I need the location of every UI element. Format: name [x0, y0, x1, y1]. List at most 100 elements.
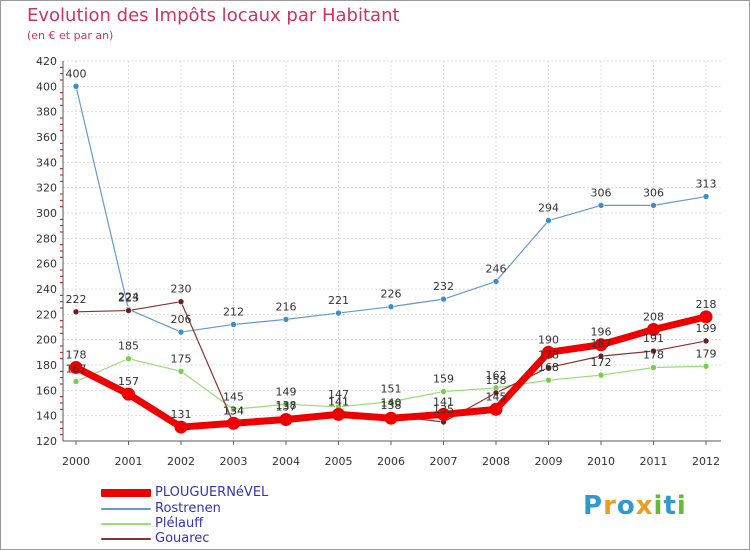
data-label-gouarec: 135: [433, 403, 454, 416]
y-tick-label: 200: [36, 334, 57, 347]
data-point-plelauff: [72, 378, 80, 385]
data-label-plouguernevel: 196: [591, 326, 612, 339]
x-tick-label: 2003: [220, 455, 248, 468]
y-tick-label: 280: [36, 232, 57, 245]
data-label-plelauff: 178: [643, 349, 664, 362]
legend-item-plelauff: Plélauff: [101, 516, 401, 531]
data-point-plouguernevel: [384, 411, 398, 425]
data-label-rostrenen: 212: [223, 305, 244, 318]
y-tick-label: 140: [36, 410, 57, 423]
data-label-plelauff: 147: [328, 388, 349, 401]
data-label-rostrenen: 294: [538, 202, 559, 215]
data-label-plouguernevel: 218: [696, 298, 717, 311]
data-point-plouguernevel: [174, 420, 188, 434]
data-label-gouarec: 187: [591, 337, 612, 350]
logo-letter: i: [676, 491, 687, 521]
data-point-rostrenen: [702, 193, 710, 200]
legend-swatch-plelauff: [101, 523, 151, 525]
data-point-plelauff: [282, 400, 290, 408]
data-point-rostrenen: [230, 321, 237, 328]
series-layer: [69, 83, 713, 434]
y-tick-label: 120: [36, 435, 57, 448]
data-label-rostrenen: 400: [66, 67, 87, 80]
data-label-plouguernevel: 178: [66, 349, 87, 362]
y-tick-label: 380: [36, 106, 57, 119]
x-tick-label: 2007: [430, 455, 458, 468]
data-point-rostrenen: [650, 202, 657, 209]
data-label-rostrenen: 306: [591, 186, 612, 199]
data-label-plouguernevel: 208: [643, 311, 664, 324]
data-label-plouguernevel: 145: [486, 390, 507, 403]
data-label-gouarec: 222: [66, 293, 87, 306]
data-label-plouguernevel: 134: [223, 404, 244, 417]
data-label-plelauff: 162: [486, 369, 507, 382]
legend-swatch-rostrenen: [101, 508, 151, 510]
legend-item-gouarec: Gouarec: [101, 531, 401, 546]
x-tick-label: 2006: [377, 455, 405, 468]
data-point-plelauff: [597, 371, 605, 379]
data-point-gouarec: [492, 389, 500, 397]
data-label-plelauff: 185: [118, 340, 139, 353]
data-label-gouarec: 230: [171, 283, 192, 296]
data-point-gouarec: [597, 352, 605, 360]
x-tick-label: 2011: [640, 455, 668, 468]
data-label-plelauff: 159: [433, 373, 454, 386]
x-tick-label: 2002: [167, 455, 195, 468]
data-point-gouarec: [177, 298, 185, 305]
data-point-rostrenen: [387, 303, 395, 311]
data-label-plelauff: 149: [276, 385, 297, 398]
data-point-rostrenen: [177, 328, 185, 336]
data-label-rostrenen: 224: [118, 290, 139, 303]
data-point-rostrenen: [492, 278, 500, 285]
data-point-gouarec: [125, 307, 132, 314]
y-tick-label: 240: [36, 283, 57, 296]
legend-label-plelauff: Plélauff: [155, 516, 204, 531]
y-tick-label: 180: [36, 359, 57, 372]
data-label-plelauff: 168: [538, 361, 559, 374]
logo-letter: t: [663, 491, 677, 521]
y-tick-label: 320: [36, 182, 57, 195]
y-tick-label: 360: [36, 131, 57, 144]
y-tick-label: 300: [36, 207, 57, 220]
legend-item-plouguernevel: PLOUGUERNéVEL: [101, 485, 401, 500]
data-label-rostrenen: 232: [433, 280, 454, 293]
data-label-gouarec: 158: [486, 374, 507, 387]
data-point-plouguernevel: [332, 407, 345, 421]
data-point-plouguernevel: [279, 412, 293, 426]
data-label-rostrenen: 221: [328, 294, 349, 307]
data-label-plouguernevel: 141: [433, 395, 454, 408]
legend-label-plouguernevel: PLOUGUERNéVEL: [155, 485, 269, 500]
data-label-gouarec: 138: [276, 399, 297, 412]
legend-item-rostrenen: Rostrenen: [101, 501, 401, 516]
logo-letter: r: [603, 491, 617, 521]
data-label-rostrenen: 306: [643, 186, 664, 199]
data-label-plelauff: 145: [223, 390, 244, 403]
data-point-rostrenen: [597, 202, 605, 209]
data-point-plelauff: [230, 406, 237, 413]
data-point-rostrenen: [545, 217, 552, 224]
data-label-plelauff: 179: [696, 347, 717, 360]
data-point-plelauff: [702, 362, 710, 370]
data-point-plouguernevel: [122, 387, 135, 401]
legend-label-rostrenen: Rostrenen: [155, 501, 221, 516]
data-point-plelauff: [177, 368, 185, 375]
y-tick-label: 260: [36, 258, 57, 271]
data-label-gouarec: 140: [381, 397, 402, 410]
data-point-plouguernevel: [542, 345, 555, 359]
data-label-gouarec: 191: [643, 332, 664, 345]
data-point-gouarec: [702, 337, 710, 345]
chart-subtitle: (en € et par an): [27, 29, 114, 42]
data-label-gouarec: 223: [118, 292, 139, 305]
data-point-plouguernevel: [594, 338, 608, 352]
legend-label-gouarec: Gouarec: [155, 531, 210, 546]
logo-letter: i: [653, 491, 664, 521]
data-label-rostrenen: 226: [381, 288, 402, 301]
data-label-plouguernevel: 157: [118, 375, 139, 388]
legend-swatch-plouguernevel: [101, 489, 151, 497]
data-point-rostrenen: [440, 295, 447, 303]
x-tick-label: 2004: [272, 455, 300, 468]
x-tick-label: 2009: [535, 455, 563, 468]
legend-swatch-gouarec: [101, 538, 151, 540]
y-tick-label: 340: [36, 156, 57, 169]
